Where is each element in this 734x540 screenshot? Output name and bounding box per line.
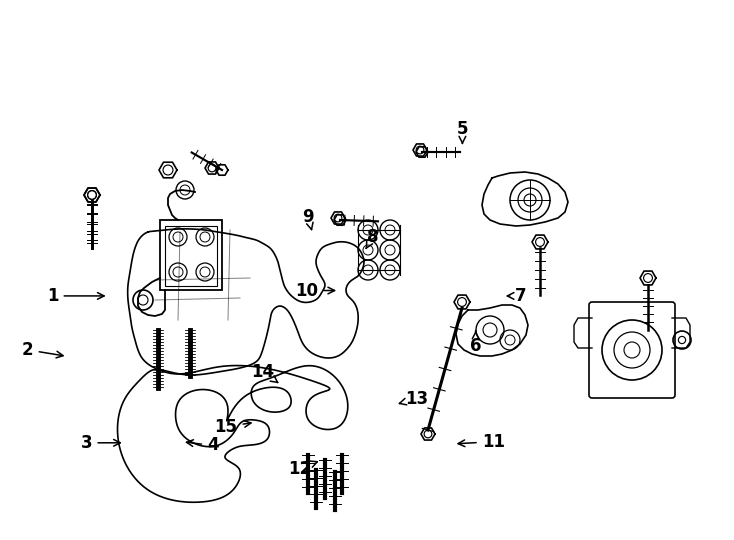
Text: 5: 5 [457, 119, 468, 144]
Text: 4: 4 [186, 436, 219, 455]
Text: 1: 1 [47, 287, 104, 305]
Text: 9: 9 [302, 208, 314, 230]
Text: 8: 8 [366, 227, 379, 248]
Text: 10: 10 [295, 281, 335, 300]
Text: 11: 11 [458, 433, 505, 451]
Bar [160, 220, 222, 290]
Text: 13: 13 [399, 389, 429, 408]
Text: 6: 6 [470, 331, 482, 355]
Text: 2: 2 [22, 341, 63, 359]
Text: 12: 12 [288, 460, 317, 478]
Text: 14: 14 [251, 362, 277, 382]
Text: 3: 3 [81, 434, 120, 452]
Bar [165, 226, 217, 286]
Text: 7: 7 [507, 287, 527, 305]
Text: 15: 15 [214, 417, 251, 436]
